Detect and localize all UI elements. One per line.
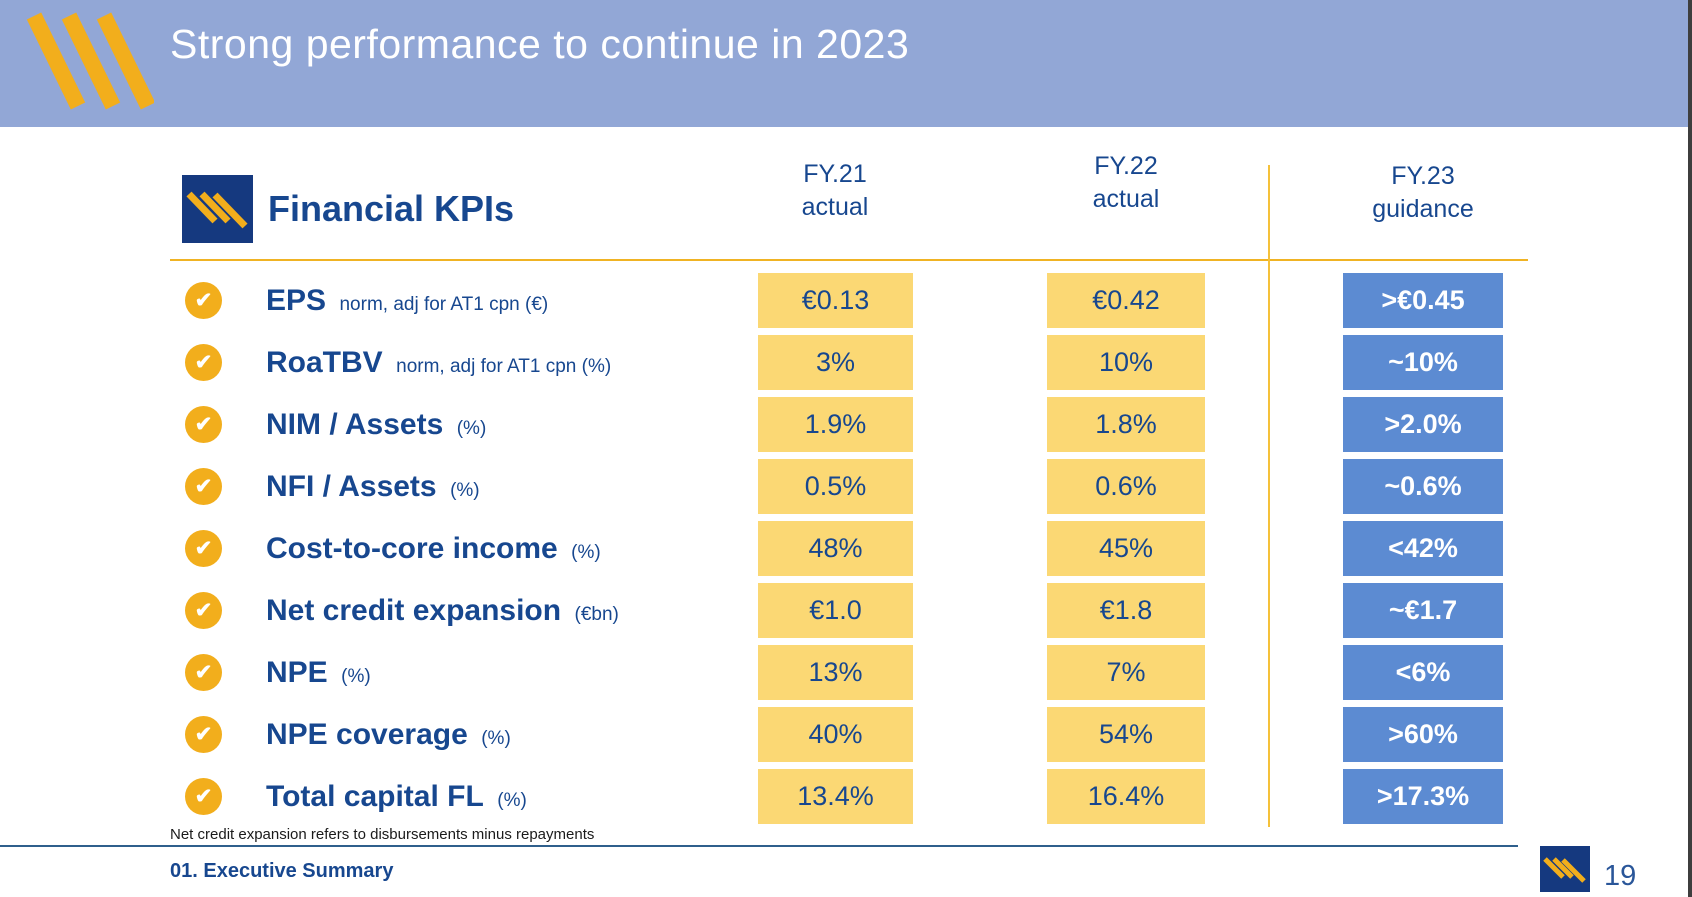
kpi-label: Net credit expansion (€bn) <box>266 583 619 638</box>
kpi-label: NPE coverage (%) <box>266 707 511 762</box>
fy23-guidance-box: ~€1.7 <box>1343 583 1503 638</box>
kpi-name: NPE coverage <box>266 718 468 751</box>
fy23-guidance-box: >2.0% <box>1343 397 1503 452</box>
kpi-label: RoaTBV norm, adj for AT1 cpn (%) <box>266 335 611 390</box>
check-icon: ✔ <box>185 716 222 753</box>
footer-logo-icon <box>1540 846 1590 892</box>
check-icon: ✔ <box>185 468 222 505</box>
fy22-value-box: 7% <box>1047 645 1205 700</box>
fy22-value-box: 1.8% <box>1047 397 1205 452</box>
check-icon: ✔ <box>185 592 222 629</box>
kpi-rows: ✔ EPS norm, adj for AT1 cpn (€) €0.13 €0… <box>0 273 1692 831</box>
fy21-value-box: €1.0 <box>758 583 913 638</box>
check-icon: ✔ <box>185 530 222 567</box>
table-row: ✔ NPE coverage (%) 40% 54% >60% <box>0 707 1692 762</box>
window-right-border <box>1688 0 1692 897</box>
fy22-value-box: 16.4% <box>1047 769 1205 824</box>
kpi-sublabel: (%) <box>341 666 371 687</box>
kpi-label: Cost-to-core income (%) <box>266 521 601 576</box>
fy23-guidance-box: >17.3% <box>1343 769 1503 824</box>
fy21-value-box: €0.13 <box>758 273 913 328</box>
column-type: guidance <box>1372 195 1474 223</box>
fy22-value-box: €1.8 <box>1047 583 1205 638</box>
kpi-name: NPE <box>266 656 328 689</box>
kpi-sublabel: (€bn) <box>574 604 619 625</box>
kpi-name: Cost-to-core income <box>266 532 558 565</box>
check-icon: ✔ <box>185 344 222 381</box>
slide-title: Strong performance to continue in 2023 <box>170 21 910 67</box>
fy23-guidance-box: <42% <box>1343 521 1503 576</box>
section-label: 01. Executive Summary <box>170 860 394 882</box>
kpi-label: NIM / Assets (%) <box>266 397 486 452</box>
fy22-value-box: 10% <box>1047 335 1205 390</box>
fy21-value-box: 13.4% <box>758 769 913 824</box>
kpi-name: NFI / Assets <box>266 470 437 503</box>
financial-kpis-logo-icon <box>182 175 253 243</box>
fy23-guidance-box: ~10% <box>1343 335 1503 390</box>
kpi-name: Total capital FL <box>266 780 484 813</box>
fy23-guidance-box: >60% <box>1343 707 1503 762</box>
fy21-value-box: 3% <box>758 335 913 390</box>
table-title: Financial KPIs <box>268 188 515 229</box>
kpi-label: NFI / Assets (%) <box>266 459 480 514</box>
fy21-value-box: 0.5% <box>758 459 913 514</box>
column-header-fy22: FY.22 actual <box>1036 150 1216 216</box>
brand-stripes-icon <box>26 12 154 110</box>
column-type: actual <box>1092 185 1160 213</box>
column-period: FY.22 <box>1094 152 1158 180</box>
table-row: ✔ Total capital FL (%) 13.4% 16.4% >17.3… <box>0 769 1692 824</box>
fy23-guidance-box: <6% <box>1343 645 1503 700</box>
fy22-value-box: €0.42 <box>1047 273 1205 328</box>
check-icon: ✔ <box>185 778 222 815</box>
kpi-sublabel: norm, adj for AT1 cpn (€) <box>339 294 549 315</box>
table-row: ✔ NIM / Assets (%) 1.9% 1.8% >2.0% <box>0 397 1692 452</box>
fy22-value-box: 45% <box>1047 521 1205 576</box>
header-underline <box>170 259 1528 261</box>
fy23-guidance-box: >€0.45 <box>1343 273 1503 328</box>
kpi-name: RoaTBV <box>266 346 383 379</box>
guidance-divider-line <box>1268 165 1270 827</box>
footer-divider <box>0 845 1518 847</box>
kpi-label: NPE (%) <box>266 645 371 700</box>
column-type: actual <box>801 193 869 221</box>
kpi-sublabel: (%) <box>481 728 511 749</box>
fy21-value-box: 40% <box>758 707 913 762</box>
column-period: FY.23 <box>1391 162 1455 190</box>
kpi-name: EPS <box>266 284 327 317</box>
table-row: ✔ RoaTBV norm, adj for AT1 cpn (%) 3% 10… <box>0 335 1692 390</box>
kpi-sublabel: (%) <box>450 480 480 501</box>
table-row: ✔ Net credit expansion (€bn) €1.0 €1.8 ~… <box>0 583 1692 638</box>
column-header-fy21: FY.21 actual <box>745 158 925 224</box>
header-band: Strong performance to continue in 2023 <box>0 0 1692 127</box>
kpi-label: EPS norm, adj for AT1 cpn (€) <box>266 273 548 328</box>
column-header-fy23: FY.23 guidance <box>1333 160 1513 226</box>
footnote: Net credit expansion refers to disbursem… <box>170 826 595 843</box>
table-row: ✔ NPE (%) 13% 7% <6% <box>0 645 1692 700</box>
check-icon: ✔ <box>185 406 222 443</box>
check-icon: ✔ <box>185 654 222 691</box>
fy21-value-box: 1.9% <box>758 397 913 452</box>
fy21-value-box: 48% <box>758 521 913 576</box>
fy22-value-box: 0.6% <box>1047 459 1205 514</box>
fy22-value-box: 54% <box>1047 707 1205 762</box>
check-icon: ✔ <box>185 282 222 319</box>
kpi-sublabel: (%) <box>497 790 527 811</box>
column-period: FY.21 <box>803 160 867 188</box>
kpi-name: NIM / Assets <box>266 408 444 441</box>
kpi-name: Net credit expansion <box>266 594 562 627</box>
table-row: ✔ EPS norm, adj for AT1 cpn (€) €0.13 €0… <box>0 273 1692 328</box>
kpi-sublabel: (%) <box>571 542 601 563</box>
kpi-sublabel: norm, adj for AT1 cpn (%) <box>396 356 612 377</box>
table-row: ✔ Cost-to-core income (%) 48% 45% <42% <box>0 521 1692 576</box>
table-row: ✔ NFI / Assets (%) 0.5% 0.6% ~0.6% <box>0 459 1692 514</box>
fy23-guidance-box: ~0.6% <box>1343 459 1503 514</box>
kpi-label: Total capital FL (%) <box>266 769 527 824</box>
page-number: 19 <box>1604 860 1637 892</box>
kpi-sublabel: (%) <box>456 418 487 439</box>
fy21-value-box: 13% <box>758 645 913 700</box>
